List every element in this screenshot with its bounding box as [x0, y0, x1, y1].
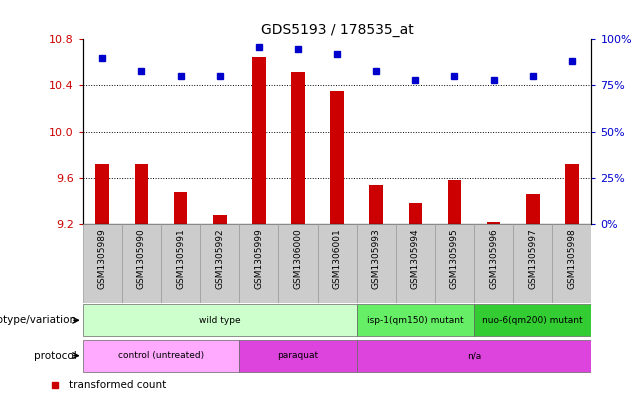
Bar — [526, 194, 539, 224]
Bar — [408, 203, 422, 224]
Bar — [396, 224, 435, 303]
Bar — [213, 215, 226, 224]
Bar — [95, 164, 109, 224]
Bar — [487, 222, 501, 224]
Text: transformed count: transformed count — [69, 380, 166, 390]
Bar — [474, 224, 513, 303]
Text: GSM1305994: GSM1305994 — [411, 228, 420, 288]
Text: paraquat: paraquat — [277, 351, 319, 360]
Text: protocol: protocol — [34, 351, 76, 361]
Bar — [174, 192, 188, 224]
Text: GSM1305992: GSM1305992 — [215, 228, 224, 288]
Text: GSM1305989: GSM1305989 — [98, 228, 107, 289]
Bar — [135, 164, 148, 224]
Text: GSM1305995: GSM1305995 — [450, 228, 459, 289]
Bar — [474, 304, 591, 336]
Text: control (untreated): control (untreated) — [118, 351, 204, 360]
Bar — [513, 224, 552, 303]
Bar — [357, 304, 474, 336]
Bar — [435, 224, 474, 303]
Text: GSM1306001: GSM1306001 — [333, 228, 342, 289]
Bar — [357, 224, 396, 303]
Bar — [83, 304, 357, 336]
Bar — [291, 72, 305, 224]
Text: GSM1305998: GSM1305998 — [567, 228, 576, 289]
Text: GSM1305996: GSM1305996 — [489, 228, 498, 289]
Bar — [370, 185, 383, 224]
Bar — [239, 340, 357, 372]
Bar — [279, 224, 317, 303]
Bar — [252, 57, 266, 224]
Bar — [565, 164, 579, 224]
Bar — [122, 224, 161, 303]
Text: GSM1305997: GSM1305997 — [529, 228, 537, 289]
Bar — [83, 224, 122, 303]
Text: n/a: n/a — [467, 351, 481, 360]
Bar — [552, 224, 591, 303]
Text: GSM1305991: GSM1305991 — [176, 228, 185, 289]
Text: GSM1305993: GSM1305993 — [371, 228, 381, 289]
Text: nuo-6(qm200) mutant: nuo-6(qm200) mutant — [483, 316, 583, 325]
Bar — [317, 224, 357, 303]
Text: GSM1305990: GSM1305990 — [137, 228, 146, 289]
Title: GDS5193 / 178535_at: GDS5193 / 178535_at — [261, 23, 413, 37]
Text: isp-1(qm150) mutant: isp-1(qm150) mutant — [367, 316, 464, 325]
Text: wild type: wild type — [199, 316, 240, 325]
Text: genotype/variation: genotype/variation — [0, 315, 76, 325]
Bar — [200, 224, 239, 303]
Text: GSM1305999: GSM1305999 — [254, 228, 263, 289]
Bar — [239, 224, 279, 303]
Text: GSM1306000: GSM1306000 — [293, 228, 303, 289]
Bar — [161, 224, 200, 303]
Bar — [83, 340, 239, 372]
Bar — [448, 180, 461, 224]
Bar — [357, 340, 591, 372]
Bar — [330, 91, 344, 224]
